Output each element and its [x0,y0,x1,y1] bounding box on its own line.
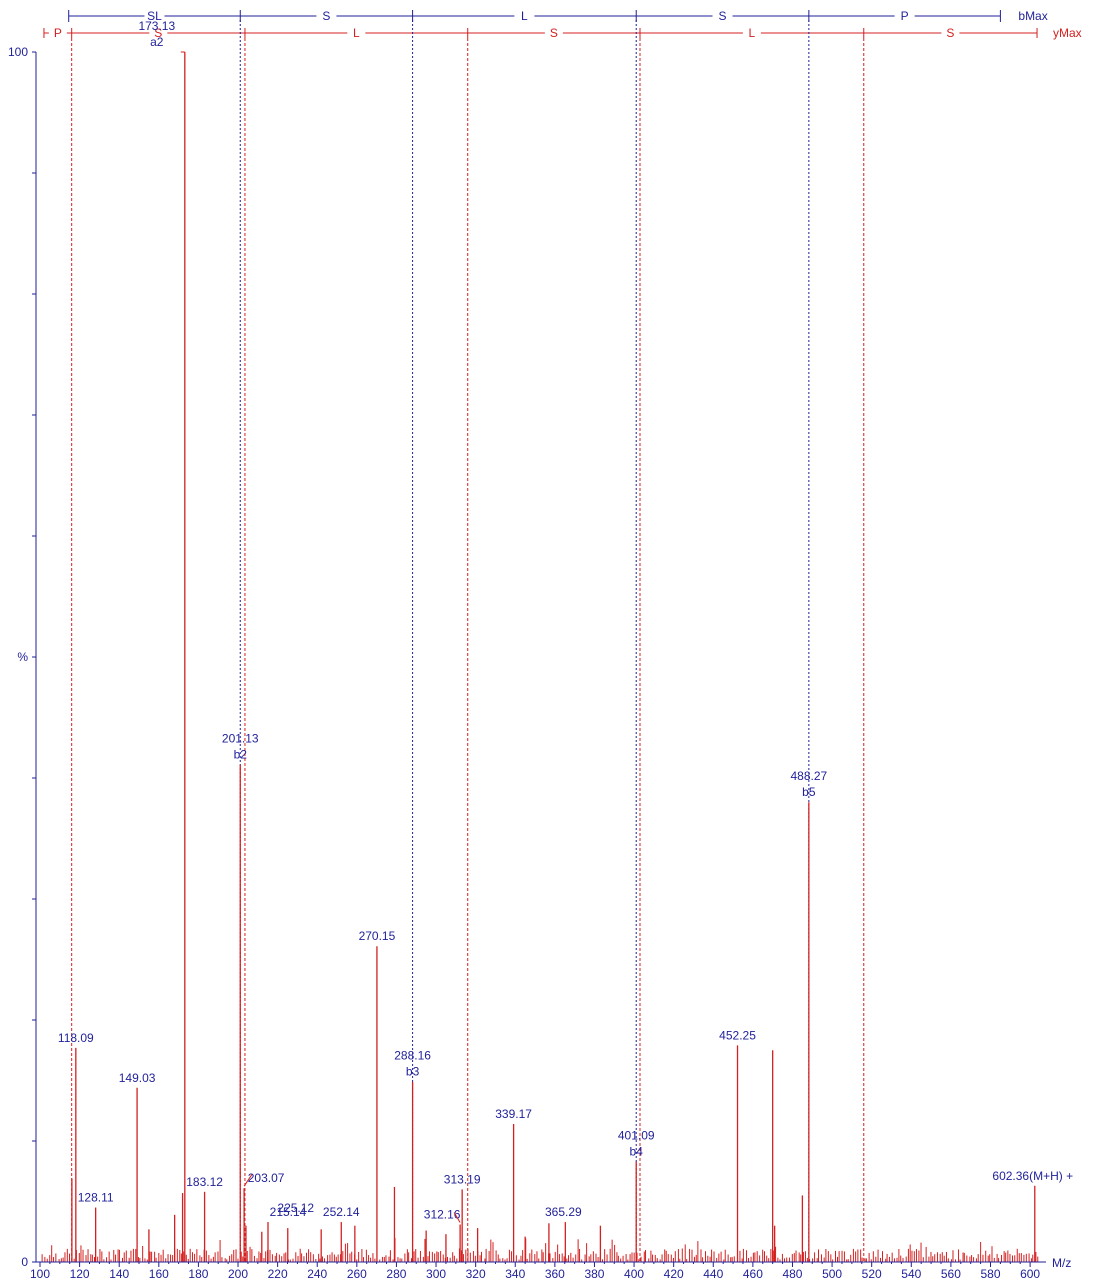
ladder-label-bg [941,26,960,40]
y-axis-percent-label: % [17,650,28,664]
ladder-max-label: bMax [1018,9,1047,23]
peak-label: 149.03 [119,1071,156,1085]
ladder-label-bg [144,9,165,23]
ladder-residue: S [946,26,954,40]
peak-label: 488.27 [790,769,827,783]
x-axis-tick-label: 400 [624,1267,644,1281]
noise-peaks [41,1237,1039,1262]
fragment-guide-lines [71,20,865,1262]
ladder-residue: S [550,26,558,40]
x-axis-tick-label: 280 [386,1267,406,1281]
x-axis-tick-label: 540 [901,1267,921,1281]
peak-label: 201.13 [222,732,259,746]
peak-label: 365.29 [545,1205,582,1219]
ladder-residue: P [54,26,62,40]
ladder-max-label: yMax [1053,26,1082,40]
ladder-label-bg [514,9,535,23]
x-axis-tick-label: 200 [228,1267,248,1281]
ladder-label-bg [149,26,168,40]
x-axis-unit-label: M/z [1052,1256,1071,1270]
peak-label: 225.12 [277,1201,314,1215]
x-axis-tick-label: 240 [307,1267,327,1281]
peak-label: 128.11 [78,1191,114,1205]
x-axis-tick-label: 140 [109,1267,129,1281]
ladder-residue: L [353,26,360,40]
peak-label: 452.25 [719,1028,756,1042]
ion-label: b2 [234,748,248,762]
x-axis-tick-label: 120 [70,1267,90,1281]
x-axis-tick-label: 360 [545,1267,565,1281]
x-axis-tick-label: 180 [188,1267,208,1281]
ladder-residue: S [322,9,330,23]
ion-label: b5 [802,785,816,799]
label-leader [453,1212,461,1223]
peak-labels: 118.09 128.11 149.03 173.13 a2 183.12 201.13 b2… [58,19,1073,1223]
x-axis-tick-label: 420 [664,1267,684,1281]
peak-label: 252.14 [323,1205,360,1219]
ladder-label-bg [544,26,563,40]
x-axis-tick-label: 160 [149,1267,169,1281]
peak-label: 339.17 [495,1107,532,1121]
y-axis-zero-label: 0 [21,1255,28,1269]
x-axis-tick-label: 340 [505,1267,525,1281]
ladder-label-bg [316,9,337,23]
axes: 100 % 0 M/z 100 120 140 160 180 200 220 240 260 2… [8,45,1071,1281]
peak-label: 288.16 [394,1049,431,1063]
x-axis-tick-label: 220 [268,1267,288,1281]
ion-label: a2 [150,35,164,49]
peak-label: 183.12 [186,1175,223,1189]
ladder-label-bg [48,26,67,40]
x-axis-tick-label: 500 [822,1267,842,1281]
ion-label: b3 [406,1065,420,1079]
x-axis-tick-label: 100 [30,1267,50,1281]
peak-label: 173.13 [138,19,175,33]
x-axis-tick-label: 600 [1020,1267,1040,1281]
peak-label: 270.15 [359,929,396,943]
peak-label: 215.14 [270,1205,307,1219]
x-axis-tick-label: 480 [782,1267,802,1281]
peak-label: 312.16 [424,1207,461,1221]
peak-label: 313.19 [444,1172,481,1186]
ladder-residue: S [719,9,727,23]
ladder-residue: P [901,9,909,23]
peak-label: 118.09 [58,1031,94,1045]
x-axis-tick-label: 300 [426,1267,446,1281]
x-axis-tick-label: 520 [862,1267,882,1281]
y-axis-top-label: 100 [8,45,28,59]
peak-label: 401.09 [618,1129,655,1143]
ion-label: b4 [630,1145,644,1159]
peak-series [71,52,1036,1262]
ladder-label-bg [347,26,366,40]
ladder-label-bg [712,9,733,23]
ladder-label-bg [742,26,761,40]
x-axis-tick-label: 580 [980,1267,1000,1281]
ladder-residue: L [521,9,528,23]
x-axis-tick-label: 460 [743,1267,763,1281]
x-axis-tick-label: 440 [703,1267,723,1281]
x-axis-tick-label: 560 [941,1267,961,1281]
ladder-residue: SL [147,9,162,23]
peak-label: 602.36(M+H) + [992,1169,1073,1183]
ladder-residue: L [749,26,756,40]
ladder-label-bg [894,9,915,23]
x-axis-tick-label: 380 [584,1267,604,1281]
peak-label: 203.07 [248,1171,285,1185]
x-axis-tick-label: 260 [347,1267,367,1281]
label-leader [243,1173,253,1187]
ladder-residue: S [154,26,162,40]
x-axis-tick-label: 320 [466,1267,486,1281]
